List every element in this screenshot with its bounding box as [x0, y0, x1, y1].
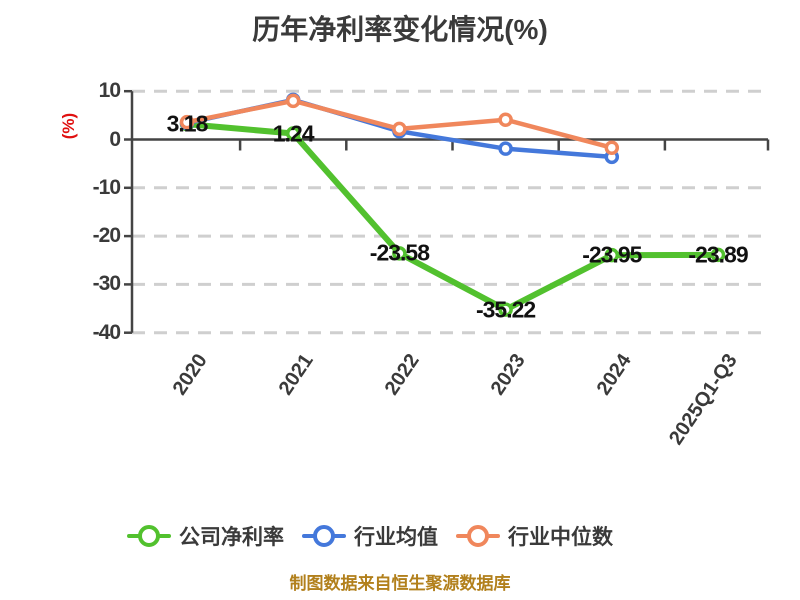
y-tick-label: -30: [92, 272, 121, 296]
data-point-label: 1.24: [272, 120, 315, 146]
legend-marker-icon: [302, 525, 346, 547]
y-tick-label: -20: [92, 224, 121, 248]
legend-item-行业均值[interactable]: 行业均值: [302, 521, 438, 551]
data-point-label: -23.89: [688, 241, 748, 268]
legend-marker-icon: [127, 525, 171, 547]
y-tick-label: 0: [109, 127, 121, 151]
legend-item-行业中位数[interactable]: 行业中位数: [456, 521, 613, 551]
legend-label: 公司净利率: [179, 526, 284, 549]
y-tick-label: -40: [92, 320, 121, 344]
legend-item-公司净利率[interactable]: 公司净利率: [127, 521, 284, 551]
data-point-label: -23.95: [582, 241, 642, 268]
chart-title: 历年净利率变化情况(%): [252, 14, 548, 45]
data-point-label: -23.58: [369, 239, 430, 266]
legend-label: 行业均值: [354, 526, 438, 549]
y-tick-label: -10: [92, 175, 121, 199]
data-point-label: -35.22: [475, 296, 536, 323]
legend-marker-icon: [456, 525, 500, 547]
y-tick-label: 10: [98, 79, 121, 103]
data-point-label: 3.18: [166, 110, 209, 137]
legend-label: 行业中位数: [508, 526, 613, 549]
footer-note: 制图数据来自恒生聚源数据库: [289, 574, 511, 593]
legend: 公司净利率 行业均值 行业中位数: [0, 521, 740, 551]
